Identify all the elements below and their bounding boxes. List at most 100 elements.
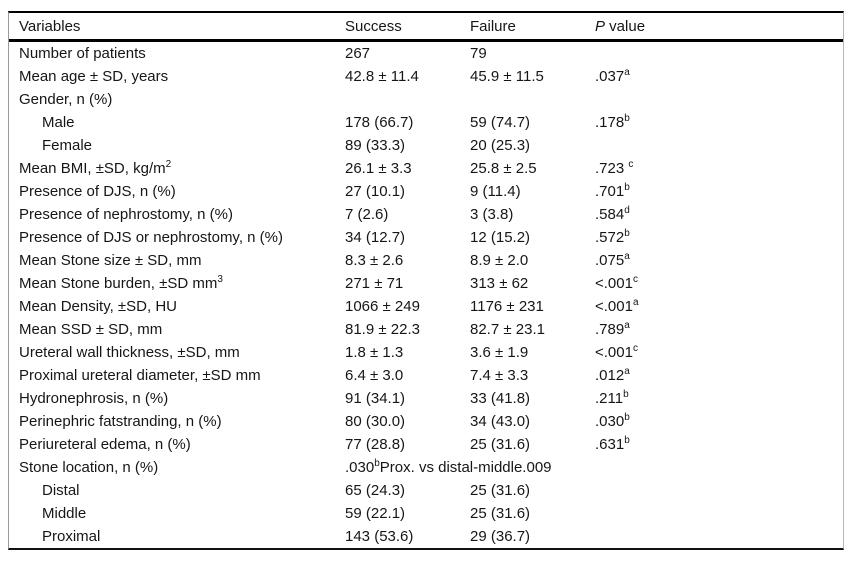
row-failure-value: 25.8 ± 2.5 (470, 160, 537, 177)
row-variable-label: Mean SSD ± SD, mm (9, 322, 345, 337)
row-failure-value: 1176 ± 231 (470, 298, 544, 315)
comparison-table: Variables Success Failure P value Number… (8, 11, 844, 550)
row-success-value: 80 (30.0) (345, 413, 406, 430)
row-p-value: .631b (595, 435, 843, 453)
header-p-value-italic: P (595, 17, 606, 35)
p-value-text: <.001 (595, 298, 633, 315)
p-value-text: .723 (595, 160, 629, 177)
p-value-text: .584 (595, 206, 625, 223)
variable-text: Periureteral edema, n (%) (19, 436, 191, 453)
row-variable-label: Proximal ureteral diameter, ±SD mm (9, 368, 345, 383)
row-variable-label: Mean Density, ±SD, HU (9, 299, 345, 314)
row-p-value: .037a (595, 68, 843, 85)
variable-text: Mean Stone burden, ±SD mm (19, 275, 218, 292)
row-variable-label: Stone location, n (%) (9, 460, 345, 475)
row-success-value: 6.4 ± 3.0 (345, 367, 404, 384)
table-row: Presence of DJS, n (%) 27 (10.1) 9 (11.4… (9, 180, 843, 203)
table-row: Mean BMI, ±SD, kg/m2 26.1 ± 3.3 25.8 ± 2… (9, 157, 843, 180)
variable-text: Distal (42, 482, 80, 499)
row-p-value: .789a (595, 321, 843, 338)
row-failure-value: 9 (11.4) (470, 183, 521, 200)
row-success-value: 81.9 ± 22.3 (345, 321, 420, 338)
variable-superscript: 3 (217, 274, 223, 285)
variable-text: Perinephric fatstranding, n (%) (19, 413, 222, 430)
variable-text: Hydronephrosis, n (%) (19, 390, 169, 407)
row-variable-label: Number of patients (9, 46, 345, 61)
p-value-text: .030 (595, 413, 625, 430)
p-value-text: <.001 (595, 275, 633, 292)
p-value-text: .178 (595, 114, 625, 131)
variable-text: Mean Density, ±SD, HU (19, 298, 177, 315)
table-row: Middle 59 (22.1) 25 (31.6) (9, 502, 843, 525)
table-row: Hydronephrosis, n (%) 91 (34.1) 33 (41.8… (9, 387, 843, 410)
variable-text: Presence of DJS, n (%) (19, 183, 176, 200)
variable-text: Male (42, 114, 75, 131)
p-value-superscript: b (624, 228, 630, 239)
row-failure-value: 34 (43.0) (470, 413, 531, 430)
table-row: Mean Stone burden, ±SD mm3 271 ± 71 313 … (9, 272, 843, 295)
variable-text: Proximal ureteral diameter, ±SD mm (19, 367, 261, 384)
row-failure-value: 33 (41.8) (470, 390, 531, 407)
table-row: Proximal 143 (53.6) 29 (36.7) (9, 525, 843, 548)
row-success-value: 271 ± 71 (345, 275, 404, 292)
header-variables: Variables (19, 17, 81, 35)
row-variable-label: Presence of DJS, n (%) (9, 184, 345, 199)
row-failure-value: 313 ± 62 (470, 275, 529, 292)
row-failure-value: 12 (15.2) (470, 229, 531, 246)
row-p-value: .701b (595, 183, 843, 200)
table-row: Female 89 (33.3) 20 (25.3) (9, 134, 843, 157)
p-value-superscript: b (624, 435, 630, 446)
p-value-text: .789 (595, 321, 625, 338)
row-failure-value: 25 (31.6) (470, 436, 531, 453)
p-value-superscript: c (632, 274, 638, 285)
p-value-superscript: b (624, 412, 630, 423)
table-row: Perinephric fatstranding, n (%) 80 (30.0… (9, 410, 843, 433)
row-failure-value: 29 (36.7) (470, 528, 531, 545)
p-value-superscript: c (628, 159, 634, 170)
row-success-value: 77 (28.8) (345, 436, 406, 453)
table-row: Stone location, n (%) .030bProx. vs dist… (9, 456, 843, 479)
header-p-value: P value (595, 19, 843, 34)
row-success-value: 26.1 ± 3.3 (345, 160, 412, 177)
table-row: Mean age ± SD, years 42.8 ± 11.4 45.9 ± … (9, 65, 843, 88)
p-value-superscript: a (624, 366, 630, 377)
row-success-value: 143 (53.6) (345, 528, 414, 545)
table-row: Number of patients 267 79 (9, 42, 843, 65)
table-row: Gender, n (%) (9, 88, 843, 111)
row-failure-value: 45.9 ± 11.5 (470, 68, 544, 85)
row-variable-label: Mean BMI, ±SD, kg/m2 (9, 160, 345, 177)
row-variable-label: Perinephric fatstranding, n (%) (9, 414, 345, 429)
variable-text: Mean SSD ± SD, mm (19, 321, 163, 338)
row-variable-label: Presence of DJS or nephrostomy, n (%) (9, 230, 345, 245)
row-failure-value: 79 (470, 45, 487, 62)
row-variable-label: Hydronephrosis, n (%) (9, 391, 345, 406)
p-value-text: .012 (595, 367, 625, 384)
row-success-value: 27 (10.1) (345, 183, 406, 200)
row-success-value: 8.3 ± 2.6 (345, 252, 404, 269)
row-success-value: 1.8 ± 1.3 (345, 344, 404, 361)
table-body: Number of patients 267 79 Mean age ± SD,… (9, 42, 843, 548)
p-value-text: .211 (595, 390, 624, 407)
row-failure-value: 59 (74.7) (470, 114, 531, 131)
p-value-text: .701 (595, 183, 625, 200)
row-p-value: .211b (595, 389, 843, 407)
row-success-value: 178 (66.7) (345, 114, 414, 131)
variable-text: Proximal (42, 528, 101, 545)
row-variable-label: Mean Stone burden, ±SD mm3 (9, 274, 345, 292)
row-success-value: 91 (34.1) (345, 390, 406, 407)
row-success-value: 34 (12.7) (345, 229, 406, 246)
row-failure-value: 7.4 ± 3.3 (470, 367, 529, 384)
row-success-value: 89 (33.3) (345, 137, 406, 154)
row-p-value: .030b (595, 412, 843, 430)
p-value-superscript: b (624, 113, 630, 124)
row-failure-value: 25 (31.6) (470, 482, 531, 499)
row-p-value: .178b (595, 113, 843, 131)
p-value-superscript: a (624, 251, 630, 262)
row-variable-label: Periureteral edema, n (%) (9, 437, 345, 452)
p-value-superscript: b (623, 389, 629, 400)
row-success-value: 7 (2.6) (345, 206, 389, 223)
variable-text: Ureteral wall thickness, ±SD, mm (19, 344, 240, 361)
variable-text: Female (42, 137, 93, 154)
row-variable-label: Presence of nephrostomy, n (%) (9, 207, 345, 222)
table-header-row: Variables Success Failure P value (9, 13, 843, 42)
